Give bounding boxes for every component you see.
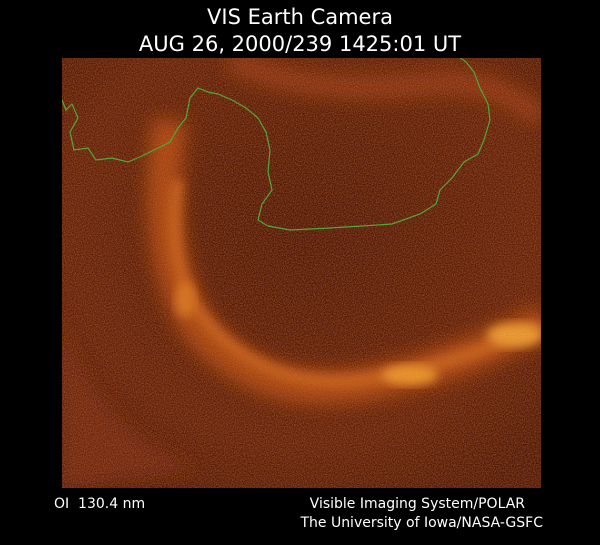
camera-image bbox=[62, 58, 541, 488]
subtitle: AUG 26, 2000/239 1425:01 UT bbox=[139, 32, 461, 56]
title: VIS Earth Camera bbox=[207, 5, 393, 29]
credit-line: Visible Imaging System/POLAR bbox=[310, 496, 526, 512]
credit-line: The University of Iowa/NASA-GSFC bbox=[299, 515, 543, 531]
filter-label: OI 130.4 nm bbox=[54, 496, 145, 512]
